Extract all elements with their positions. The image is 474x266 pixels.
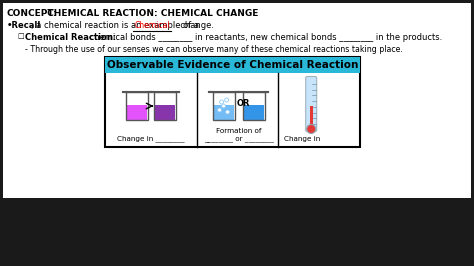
Text: Change in ________: Change in ________ <box>117 136 185 142</box>
FancyBboxPatch shape <box>155 105 175 119</box>
Text: change.: change. <box>175 21 214 30</box>
Circle shape <box>219 100 224 104</box>
Text: , a chemical reaction is an example of a: , a chemical reaction is an example of a <box>31 21 201 30</box>
Circle shape <box>218 108 222 112</box>
Circle shape <box>225 98 228 102</box>
Circle shape <box>222 104 226 108</box>
Text: Chemical Reaction:: Chemical Reaction: <box>25 33 116 42</box>
FancyBboxPatch shape <box>310 106 313 128</box>
Text: CONCEPT:: CONCEPT: <box>7 9 58 18</box>
Text: Change in: Change in <box>284 136 320 142</box>
FancyBboxPatch shape <box>127 105 147 119</box>
Text: ________ or ________: ________ or ________ <box>204 136 273 142</box>
Text: chemical bonds ________ in reactants, new chemical bonds ________ in the product: chemical bonds ________ in reactants, ne… <box>87 33 442 42</box>
Text: - Through the use of our senses we can observe many of these chemical reactions : - Through the use of our senses we can o… <box>25 45 403 54</box>
FancyBboxPatch shape <box>105 57 360 147</box>
Text: •Recall: •Recall <box>7 21 41 30</box>
Text: Chemical: Chemical <box>135 21 171 30</box>
Text: □: □ <box>17 33 24 39</box>
Text: Formation of: Formation of <box>216 128 261 134</box>
FancyBboxPatch shape <box>306 77 317 131</box>
FancyBboxPatch shape <box>244 105 264 119</box>
Text: CHEMICAL REACTION: CHEMICAL CHANGE: CHEMICAL REACTION: CHEMICAL CHANGE <box>44 9 258 18</box>
Text: Observable Evidence of Chemical Reaction: Observable Evidence of Chemical Reaction <box>107 60 358 70</box>
Text: OR: OR <box>237 99 250 109</box>
FancyBboxPatch shape <box>105 57 360 73</box>
FancyBboxPatch shape <box>214 105 234 119</box>
Circle shape <box>226 110 229 114</box>
Circle shape <box>307 124 316 134</box>
FancyBboxPatch shape <box>3 3 471 198</box>
